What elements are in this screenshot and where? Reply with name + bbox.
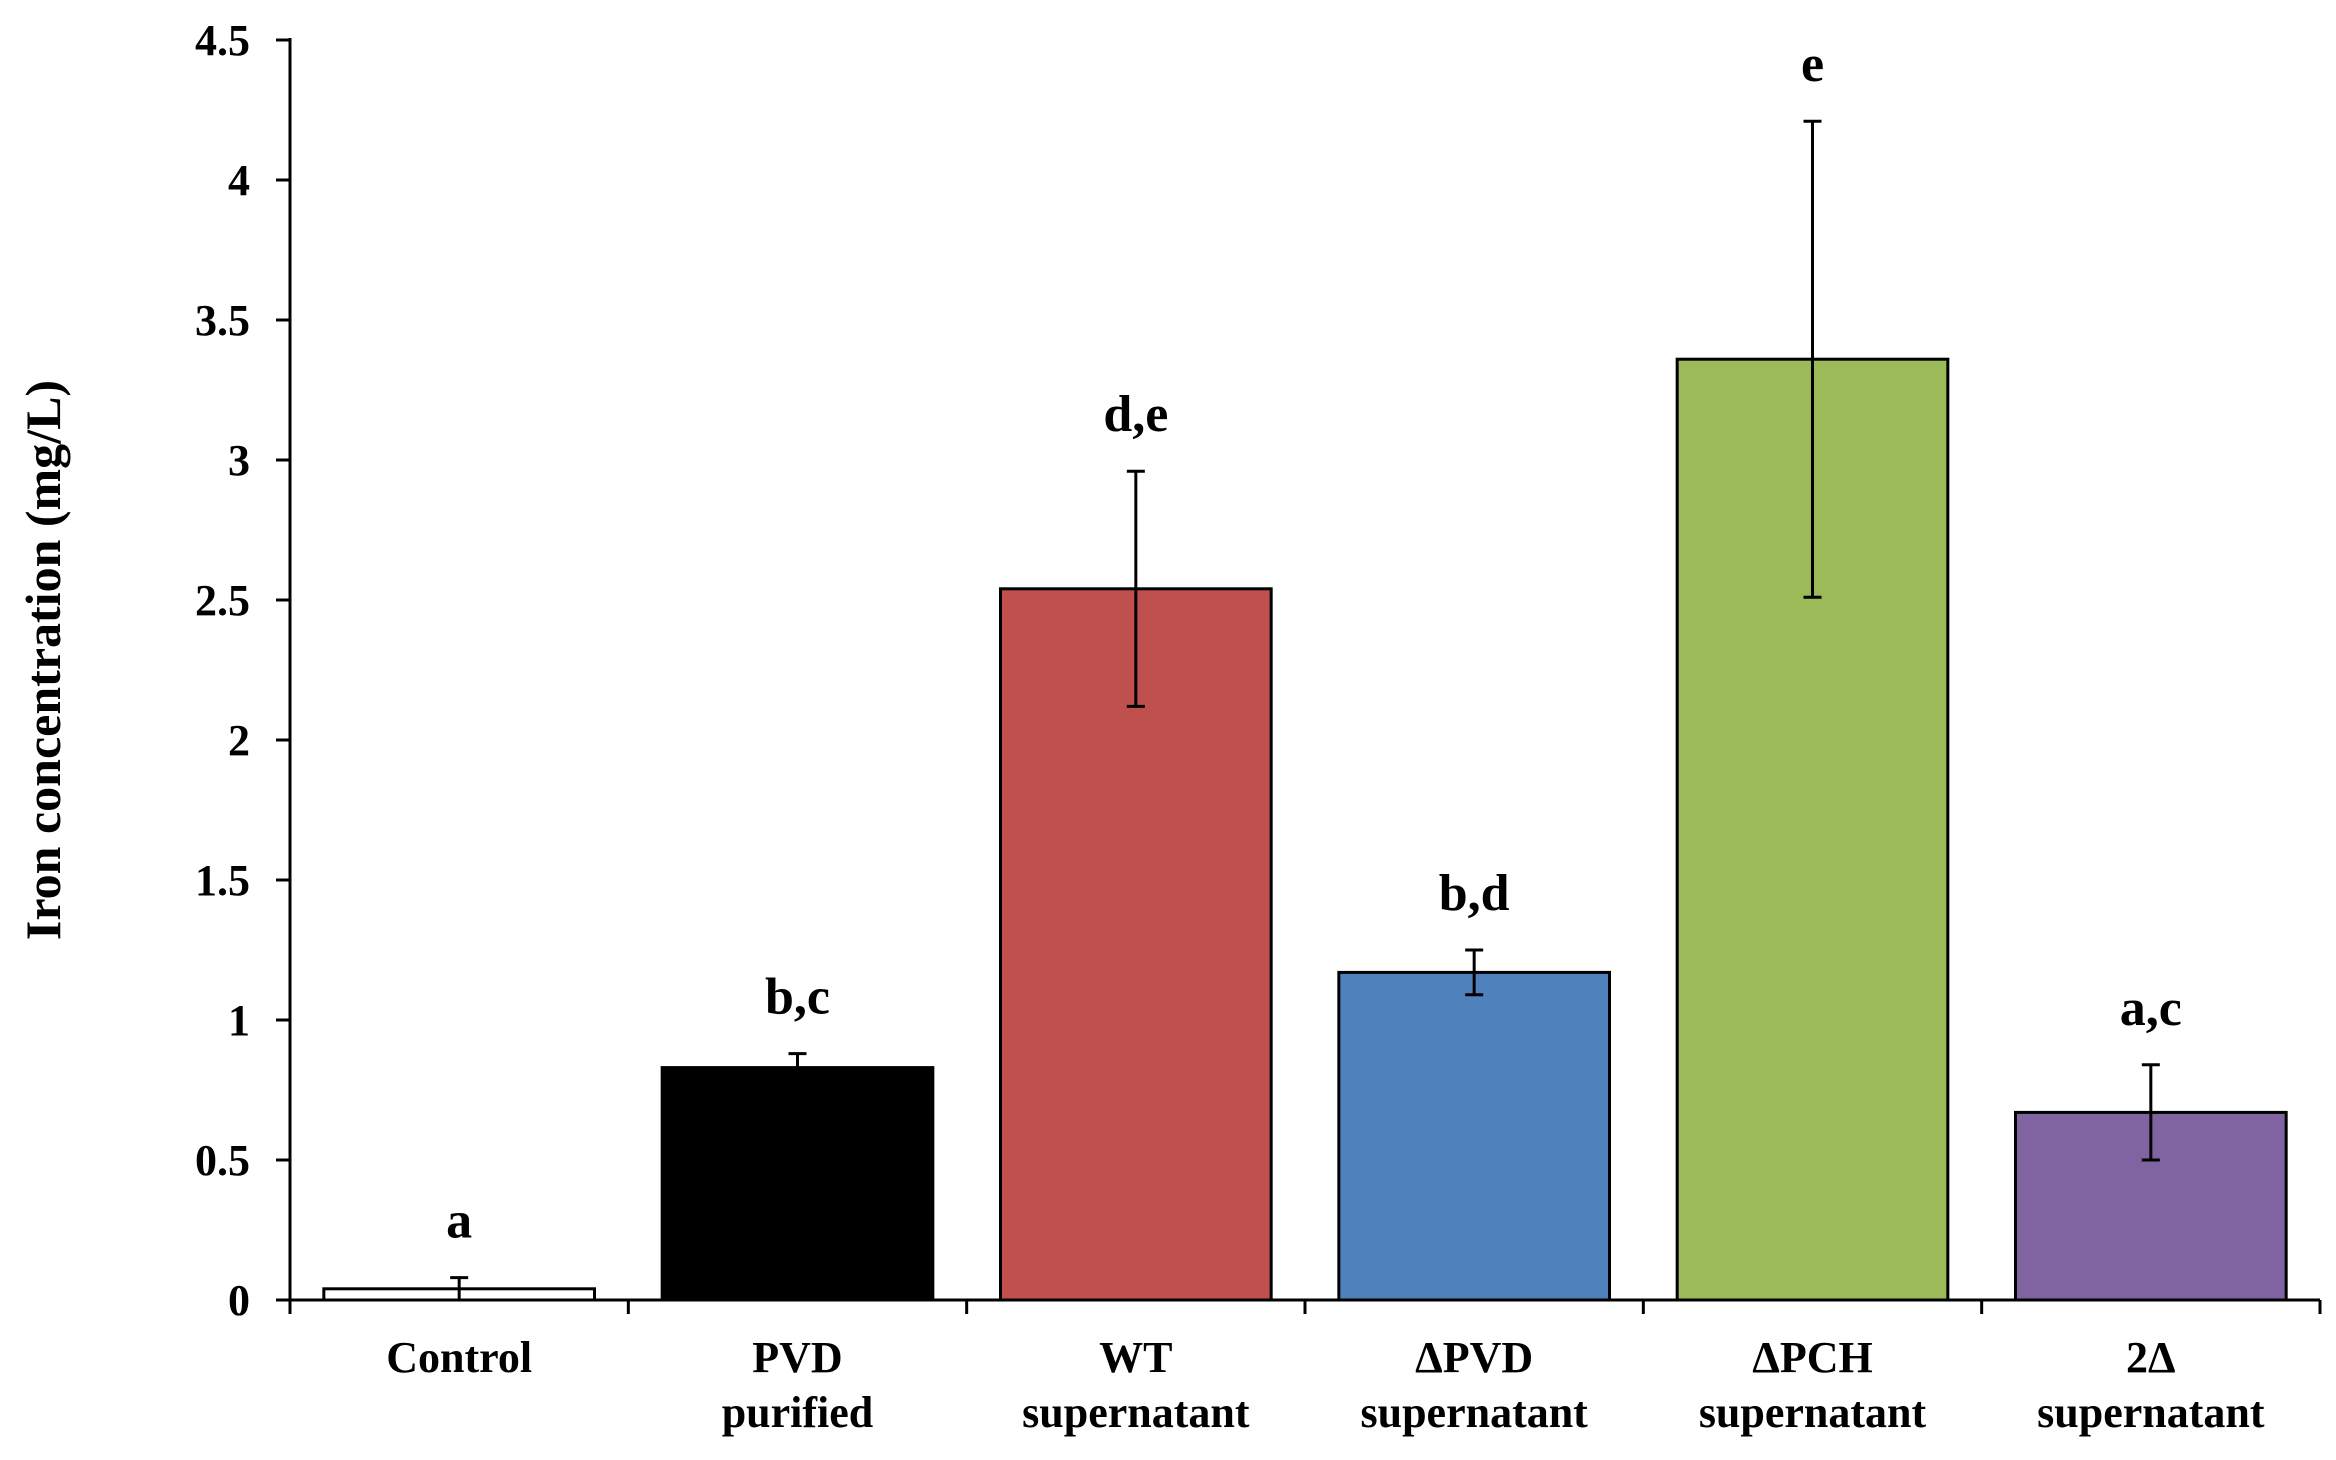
y-tick-label: 0.5 [195,1136,250,1185]
error-bar-1 [788,1052,807,1084]
significance-label: a [446,1193,472,1250]
y-tick-label: 1 [228,996,250,1045]
category-label-line: PVD [752,1333,842,1382]
error-bar-4 [1803,119,1822,599]
error-bar-5 [2141,1063,2160,1162]
category-label: PVD purified [722,1333,874,1437]
category-label-line: ΔPCH [1752,1333,1872,1382]
category-label: ΔPVD supernatant [1360,1333,1588,1437]
significance-label: a,c [2120,980,2182,1037]
category-label-line: supernatant [1360,1388,1588,1437]
significance-label: b,d [1439,865,1510,922]
y-tick-label: 0 [228,1276,250,1325]
category-label: Control [386,1333,532,1382]
category-label: 2Δ supernatant [2037,1333,2265,1437]
axes: 0 0.5 1 1.5 2 2.5 3 3.5 4 4.5 Control PVD purified WT… [195,16,2322,1437]
significance-label: d,e [1103,386,1168,443]
y-tick-label: 1.5 [195,856,250,905]
y-tick-label: 3 [228,436,250,485]
bar-3 [1337,970,1612,1302]
category-label: WT supernatant [1022,1333,1250,1437]
category-label-line: Control [386,1333,532,1382]
bar-1 [660,1066,935,1302]
y-tick-label: 2 [228,716,250,765]
category-label-line: WT [1099,1333,1172,1382]
category-label-line: supernatant [1699,1388,1927,1437]
category-label-line: purified [722,1388,874,1437]
y-axis-title: Iron concentration (mg/L) [15,380,71,940]
error-bar-3 [1465,948,1484,997]
category-label-line: supernatant [1022,1388,1250,1437]
y-tick-label: 2.5 [195,576,250,625]
y-tick-label: 3.5 [195,296,250,345]
y-tick-label: 4.5 [195,16,250,65]
significance-label: b,c [765,969,830,1026]
y-tick-label: 4 [228,156,250,205]
plot-area: a b,c d,e b,d e a,c [322,36,2288,1302]
category-label-line: ΔPVD [1415,1333,1533,1382]
category-label: ΔPCH supernatant [1699,1333,1927,1437]
error-bar-2 [1126,469,1145,708]
significance-label: e [1801,36,1824,93]
category-label-line: supernatant [2037,1388,2265,1437]
category-label-line: 2Δ [2126,1333,2176,1382]
